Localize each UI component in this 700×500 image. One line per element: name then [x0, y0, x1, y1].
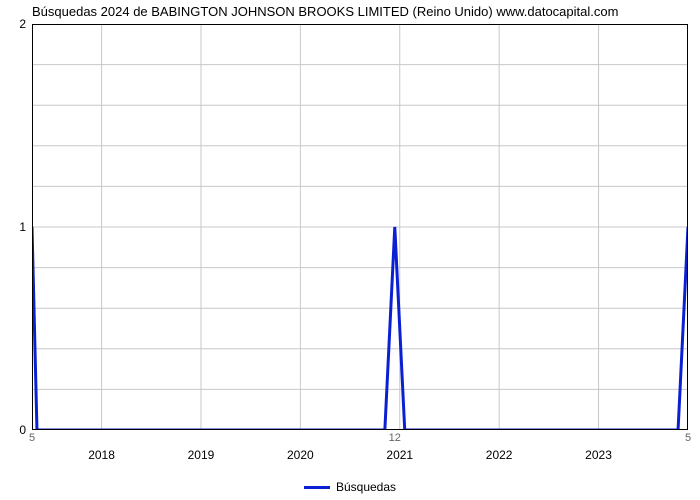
y-tick-label: 1	[19, 220, 26, 234]
chart-title: Búsquedas 2024 de BABINGTON JOHNSON BROO…	[32, 4, 618, 19]
x-tick-label: 2021	[386, 448, 413, 462]
x-tick-label: 2020	[287, 448, 314, 462]
plot-svg	[32, 24, 688, 430]
endpoint-label: 5	[29, 432, 35, 444]
legend-label: Búsquedas	[336, 480, 396, 494]
y-tick-label: 2	[19, 17, 26, 31]
x-tick-label: 2022	[486, 448, 513, 462]
x-tick-label: 2018	[88, 448, 115, 462]
legend: Búsquedas	[0, 480, 700, 494]
x-tick-label: 2019	[188, 448, 215, 462]
endpoint-label: 12	[389, 432, 401, 444]
plot-area: 0122018201920202021202220235125	[32, 24, 688, 430]
endpoint-label: 5	[685, 432, 691, 444]
line-chart: Búsquedas 2024 de BABINGTON JOHNSON BROO…	[0, 0, 700, 500]
y-tick-label: 0	[19, 423, 26, 437]
x-tick-label: 2023	[585, 448, 612, 462]
legend-swatch	[304, 486, 330, 489]
